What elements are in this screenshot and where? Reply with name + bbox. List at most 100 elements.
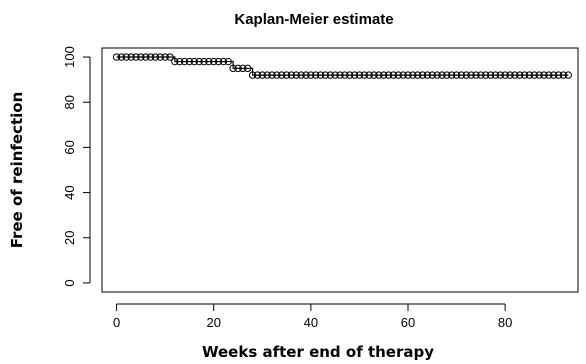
km-point [370, 71, 378, 79]
km-point [282, 71, 291, 79]
km-point [477, 71, 485, 79]
km-point [462, 71, 470, 79]
km-point [511, 71, 519, 79]
km-point [501, 71, 509, 79]
km-point [161, 53, 169, 61]
km-point [399, 71, 407, 79]
km-point [331, 71, 339, 79]
km-point [263, 71, 271, 79]
km-point [443, 71, 451, 79]
km-point [117, 53, 126, 61]
km-point [482, 71, 490, 79]
y-tick-label: 40 [62, 185, 77, 199]
km-point [360, 71, 368, 79]
y-axis: 0 20 40 60 80 100 [62, 46, 91, 287]
km-point [346, 71, 354, 79]
km-point [326, 71, 334, 79]
km-point [380, 71, 388, 79]
km-point [297, 71, 305, 79]
km-point [171, 57, 179, 66]
km-point [205, 57, 213, 66]
x-tick-label: 40 [304, 315, 318, 330]
km-point [219, 57, 228, 66]
km-point [234, 64, 242, 73]
km-point [200, 57, 208, 66]
km-point [180, 57, 189, 66]
km-point [564, 71, 572, 79]
km-point [350, 71, 359, 79]
x-tick-label: 0 [113, 315, 120, 330]
km-point [302, 71, 310, 79]
km-points [112, 53, 572, 79]
km-point [278, 71, 286, 79]
km-point [409, 71, 417, 79]
km-point [229, 64, 237, 73]
km-point [273, 71, 281, 79]
km-point [321, 71, 330, 79]
x-tick-label: 80 [498, 315, 512, 330]
km-point [554, 71, 563, 79]
km-point [268, 71, 276, 79]
km-point [486, 71, 495, 79]
km-point [506, 71, 514, 79]
km-point [355, 71, 364, 79]
km-point [418, 71, 427, 79]
km-point [428, 71, 436, 79]
x-tick-label: 20 [206, 315, 220, 330]
km-point [244, 64, 252, 73]
km-point [452, 71, 461, 79]
km-point [292, 71, 300, 79]
km-point [336, 71, 344, 79]
km-point [545, 71, 553, 79]
km-point [312, 71, 320, 79]
km-point [176, 57, 184, 66]
km-point [316, 71, 325, 79]
km-point [535, 71, 543, 79]
km-point [457, 71, 466, 79]
km-point [491, 71, 500, 79]
km-point [375, 71, 383, 79]
km-point [389, 71, 398, 79]
km-point [137, 53, 145, 61]
km-point [127, 53, 135, 61]
km-point [472, 71, 480, 79]
y-tick-label: 60 [62, 140, 77, 154]
km-point [384, 71, 393, 79]
km-point [253, 71, 262, 79]
km-point [151, 53, 160, 61]
km-point [195, 57, 203, 66]
km-point [404, 71, 412, 79]
km-point [166, 53, 174, 61]
y-axis-label: Free of reinfection [8, 92, 26, 249]
y-tick-label: 80 [62, 95, 77, 109]
km-point [448, 71, 456, 79]
x-axis: 0 20 40 60 80 [113, 303, 512, 330]
y-tick-label: 100 [62, 46, 77, 68]
km-point [287, 71, 296, 79]
km-point [365, 71, 373, 79]
km-point [142, 53, 150, 61]
km-point [185, 57, 194, 66]
y-tick-label: 0 [62, 279, 77, 286]
km-point [258, 71, 266, 79]
km-point [224, 57, 232, 66]
km-point [467, 71, 475, 79]
chart-title: Kaplan-Meier estimate [234, 11, 393, 28]
km-point [214, 57, 223, 66]
km-point [122, 53, 130, 61]
km-point [112, 53, 121, 61]
plot-frame [101, 47, 579, 293]
y-tick-label: 20 [62, 231, 77, 245]
km-point [520, 71, 529, 79]
km-point [414, 71, 422, 79]
km-point [433, 71, 441, 79]
km-point [341, 71, 349, 79]
km-point [423, 71, 432, 79]
km-point [559, 71, 568, 79]
km-point [540, 71, 548, 79]
km-point [550, 71, 558, 79]
km-point [156, 53, 164, 61]
km-point [307, 71, 315, 79]
km-point [516, 71, 524, 79]
km-step-line [116, 56, 569, 76]
